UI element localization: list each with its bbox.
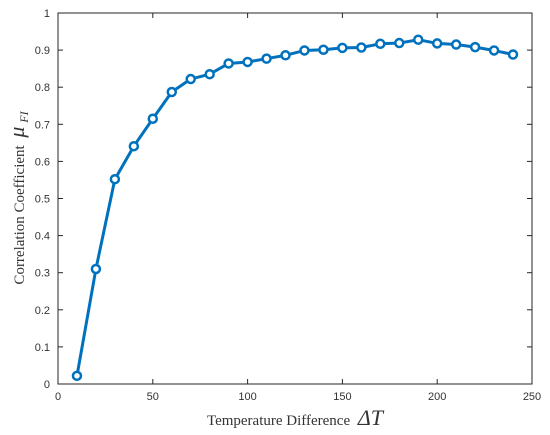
y-axis-label-text: Correlation Coefficient (12, 144, 28, 284)
x-tick-label: 200 (428, 391, 446, 403)
data-point (394, 37, 405, 49)
y-axis-symbol: μ (4, 127, 29, 139)
data-point (223, 58, 234, 69)
y-tick-label: 0.6 (35, 156, 50, 168)
x-axis-symbol: ΔT (357, 405, 385, 430)
x-axis-label-text: Temperature Difference (207, 413, 351, 429)
y-axis-label: Correlation Coefficient μ FI (4, 110, 31, 284)
y-axis-subscript: FI (17, 110, 31, 123)
data-point (261, 53, 272, 64)
data-point (204, 68, 215, 80)
y-tick-label: 0.5 (35, 194, 50, 206)
y-tick-label: 0.1 (35, 342, 50, 354)
data-point (412, 34, 424, 45)
y-tick-label: 0.8 (35, 82, 50, 94)
plot-area (57, 12, 533, 385)
series-layer (71, 34, 519, 382)
data-point (375, 38, 386, 50)
y-tick-label: 0.4 (35, 231, 50, 243)
data-point (109, 173, 121, 185)
axis-ticks: 0 50 100 150 200 250 0 0.1 0.2 0.3 0.4 0.5 0.6 0.7 0.8… (35, 8, 541, 403)
data-point (90, 263, 102, 275)
y-tick-label: 0.2 (35, 305, 50, 317)
data-point (242, 56, 253, 68)
y-tick-label: 0 (44, 379, 50, 391)
data-point (166, 86, 178, 98)
data-point (356, 42, 367, 53)
y-tick-label: 0.3 (35, 268, 50, 280)
x-tick-label: 0 (55, 391, 61, 403)
data-point (488, 45, 500, 56)
svg-text:Correlation Coefficient: Correlation Coefficient μ FI (4, 110, 31, 284)
y-tick-label: 0.9 (35, 45, 50, 57)
data-point (299, 45, 310, 56)
x-tick-label: 150 (333, 391, 351, 403)
data-point (280, 50, 291, 61)
x-tick-label: 50 (147, 391, 159, 403)
y-tick-label: 1 (44, 8, 50, 20)
data-point (128, 140, 140, 152)
data-point (337, 42, 348, 54)
data-point (71, 370, 83, 382)
data-point (507, 49, 519, 60)
data-point (431, 38, 443, 49)
x-tick-label: 100 (238, 391, 256, 403)
data-point (469, 41, 481, 53)
data-point (147, 113, 159, 124)
data-point (450, 39, 462, 50)
y-tick-label: 0.7 (35, 119, 50, 131)
x-axis-label: Temperature Difference ΔT (207, 405, 385, 430)
x-tick-label: 250 (523, 391, 541, 403)
data-point (185, 73, 196, 85)
data-point (318, 44, 329, 55)
